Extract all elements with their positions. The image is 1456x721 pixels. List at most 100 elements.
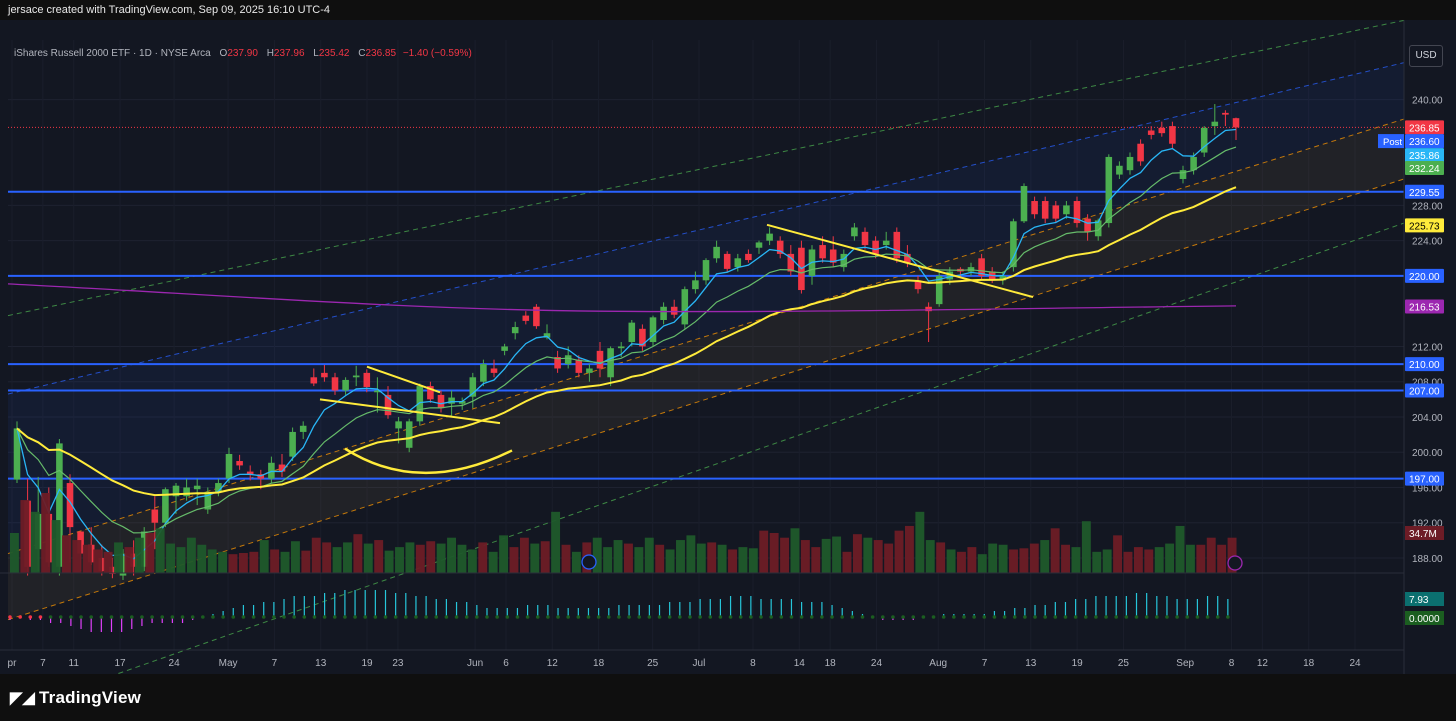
sma50-line[interactable] xyxy=(16,186,1237,497)
candle[interactable] xyxy=(723,251,731,272)
candle[interactable] xyxy=(225,447,233,484)
candle[interactable] xyxy=(776,236,784,259)
candle[interactable] xyxy=(1063,201,1070,219)
candle[interactable] xyxy=(978,253,985,281)
candle[interactable] xyxy=(522,311,530,325)
candle[interactable] xyxy=(1126,152,1134,175)
candle[interactable] xyxy=(299,421,307,439)
candle[interactable] xyxy=(1020,183,1028,224)
candle[interactable] xyxy=(1158,121,1166,137)
candle[interactable] xyxy=(734,253,742,272)
candle[interactable] xyxy=(1200,126,1208,157)
chart-frame[interactable]: 240.00 228.00 224.00 212.00 208.00 204.00 200.… xyxy=(0,20,1456,674)
candle[interactable] xyxy=(246,465,254,481)
candle[interactable] xyxy=(1105,154,1113,228)
candle[interactable] xyxy=(766,227,773,246)
candle[interactable] xyxy=(861,227,869,250)
candle[interactable] xyxy=(1031,196,1038,219)
ema-mid-line[interactable] xyxy=(16,146,1237,534)
candle[interactable] xyxy=(692,271,699,294)
candle[interactable] xyxy=(1041,196,1049,224)
candle[interactable] xyxy=(342,377,349,395)
candle[interactable] xyxy=(670,299,678,319)
dividend-marker-icon[interactable] xyxy=(581,554,597,570)
candle[interactable] xyxy=(13,421,21,484)
candle[interactable] xyxy=(1010,218,1017,272)
candle[interactable] xyxy=(1073,196,1081,228)
candle[interactable] xyxy=(427,381,434,403)
candle[interactable] xyxy=(851,223,858,241)
trendline-drawing[interactable] xyxy=(366,365,441,394)
candle[interactable] xyxy=(935,271,943,307)
horizontal-levels[interactable] xyxy=(8,190,1404,480)
candle[interactable] xyxy=(1052,201,1060,224)
candle[interactable] xyxy=(511,321,519,340)
candle[interactable] xyxy=(787,245,795,276)
candle[interactable] xyxy=(1116,161,1123,179)
candle[interactable] xyxy=(596,342,604,378)
candle[interactable] xyxy=(183,478,190,501)
candle[interactable] xyxy=(236,454,243,470)
candle[interactable] xyxy=(745,249,752,263)
candle[interactable] xyxy=(1179,165,1187,184)
candle[interactable] xyxy=(1084,214,1091,241)
brand[interactable]: ◤◢ TradingView xyxy=(10,688,141,708)
candle[interactable] xyxy=(480,359,487,387)
trendline-drawing[interactable] xyxy=(766,223,1034,299)
sma200-line[interactable] xyxy=(7,283,1237,313)
candle[interactable] xyxy=(501,343,508,356)
candle[interactable] xyxy=(1147,126,1155,140)
candle[interactable] xyxy=(384,386,392,419)
candle[interactable] xyxy=(321,364,328,382)
candle[interactable] xyxy=(840,249,848,272)
chart-svg[interactable]: 240.00 228.00 224.00 212.00 208.00 204.00 200.… xyxy=(0,20,1456,674)
candle[interactable] xyxy=(289,427,296,462)
candle[interactable] xyxy=(586,364,593,382)
candle[interactable] xyxy=(999,271,1007,285)
candle[interactable] xyxy=(681,286,689,329)
candle[interactable] xyxy=(204,487,212,514)
candle[interactable] xyxy=(914,275,922,294)
candle[interactable] xyxy=(1169,121,1176,149)
trendline-drawing[interactable] xyxy=(319,398,501,425)
candle[interactable] xyxy=(893,227,901,263)
candle[interactable] xyxy=(172,483,180,514)
candle[interactable] xyxy=(533,304,540,329)
candle[interactable] xyxy=(416,383,424,426)
candle[interactable] xyxy=(490,359,498,378)
candle[interactable] xyxy=(193,478,201,506)
price-axis[interactable]: 240.00 228.00 224.00 212.00 208.00 204.00 200.… xyxy=(1378,96,1444,625)
candle[interactable] xyxy=(469,372,477,409)
curve-drawing[interactable] xyxy=(344,447,513,475)
candle[interactable] xyxy=(448,390,455,417)
candle[interactable] xyxy=(1211,104,1219,135)
oscillator-dot xyxy=(525,615,530,619)
candle[interactable] xyxy=(310,368,318,387)
candle[interactable] xyxy=(702,258,710,285)
earnings-marker-icon[interactable] xyxy=(1227,555,1243,571)
candle[interactable] xyxy=(458,397,466,410)
candle[interactable] xyxy=(1137,139,1144,166)
candle[interactable] xyxy=(575,355,583,378)
drawings[interactable] xyxy=(319,223,1034,475)
candle[interactable] xyxy=(268,456,275,484)
candle[interactable] xyxy=(649,315,657,347)
currency-button[interactable]: USD xyxy=(1409,45,1443,67)
candle[interactable] xyxy=(639,324,646,351)
candle[interactable] xyxy=(278,453,286,477)
time-axis[interactable]: pr 7 11 17 24 May 7 13 19 23 Jun 6 12 18 25 Jul 8 14 18 24 A… xyxy=(8,658,1361,669)
candle[interactable] xyxy=(405,418,413,453)
candle[interactable] xyxy=(331,372,339,395)
candle[interactable] xyxy=(1222,110,1229,127)
candle[interactable] xyxy=(554,350,561,373)
candle[interactable] xyxy=(352,365,360,387)
candle[interactable] xyxy=(437,390,445,413)
candle[interactable] xyxy=(925,302,932,343)
ema-fast-line[interactable] xyxy=(16,128,1237,560)
candle[interactable] xyxy=(660,302,667,325)
candle[interactable] xyxy=(607,346,614,387)
candle[interactable] xyxy=(755,240,763,254)
candle[interactable] xyxy=(713,240,720,263)
candle[interactable] xyxy=(1232,117,1240,141)
candle[interactable] xyxy=(628,320,636,347)
